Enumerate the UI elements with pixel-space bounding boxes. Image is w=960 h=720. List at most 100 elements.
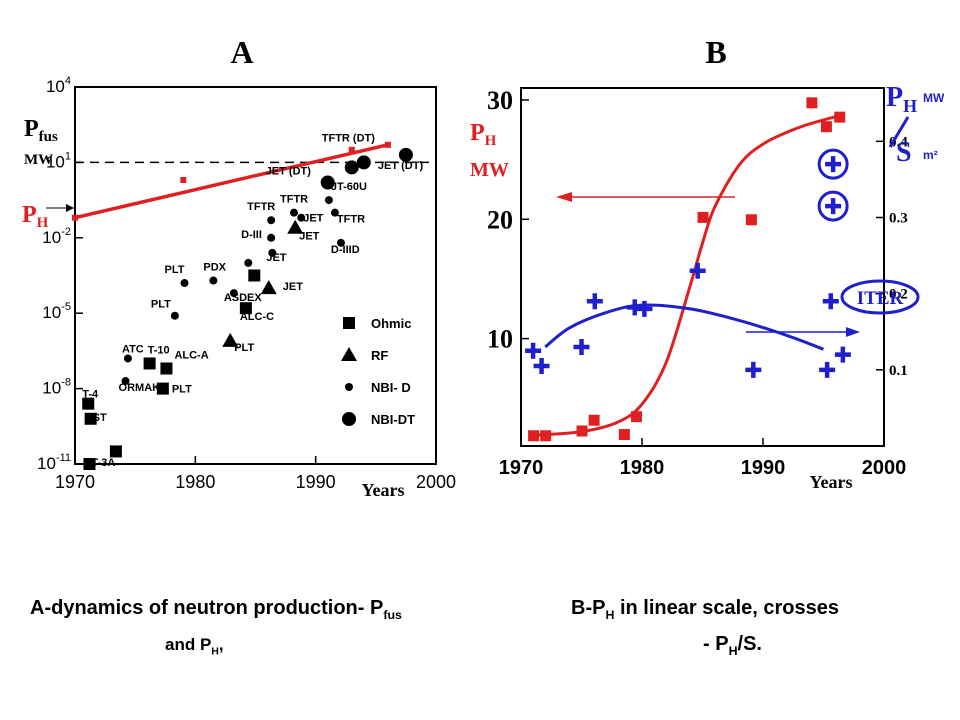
chart-a-point-nbi-dt <box>398 147 413 162</box>
chart-a-point-nbi-d <box>268 248 277 257</box>
chart-a-point-nbi-d <box>123 354 132 363</box>
chart-b-red-point <box>834 111 846 123</box>
chart-a-point-ohmic <box>84 412 97 425</box>
chart-a-point-ohmic <box>82 397 95 410</box>
chart-b-red-point <box>820 121 832 133</box>
chart-b-left-tick-label: 10 <box>487 325 513 354</box>
chart-b-x-tick-label: 1970 <box>499 457 544 479</box>
chart-a-y-tick-label: 10-8 <box>42 377 71 398</box>
chart-b-red-fit <box>532 115 837 437</box>
chart-b-red-points <box>528 97 846 442</box>
chart-b-red-point <box>806 97 818 109</box>
chart-a-point-label: ST <box>93 412 107 424</box>
chart-b-right-tick-label: 0.2 <box>889 287 908 303</box>
chart-a-point-label: JET <box>283 281 303 293</box>
chart-b-blue-cross <box>834 346 851 363</box>
chart-b-iter-cross <box>825 198 842 215</box>
chart-a-y-tick-label: 101 <box>46 150 71 171</box>
chart-a-point-nbi-d <box>267 233 276 242</box>
chart-b-blue-points <box>525 262 851 378</box>
chart-a-point-label: JT-60U <box>331 181 367 193</box>
chart-b-red-point <box>618 429 630 441</box>
chart-a-point-label: ATC <box>122 343 144 355</box>
chart-a-ph-line <box>74 143 389 220</box>
chart-a-ph-points <box>72 141 391 221</box>
chart-a-point-ohmic <box>343 317 355 329</box>
chart-a-ph-point <box>180 176 187 183</box>
chart-b-red-point <box>528 430 540 442</box>
chart-a-point-nbi-d <box>180 279 189 288</box>
chart-a: 1970 1980 1990 200010410110-210-510-810-11 … <box>22 75 456 500</box>
chart-b-blue-cross <box>689 262 706 279</box>
chart-b-blue-cross <box>573 338 590 355</box>
caption-b-line1: B-PH in linear scale, crosses <box>571 597 839 622</box>
chart-b-right-arrowhead <box>846 327 860 337</box>
chart-a-point-label: TFTR <box>280 194 308 206</box>
chart-b-right-ylabel-unit-top: MW <box>923 91 945 105</box>
chart-b-red-point <box>745 214 757 226</box>
chart-a-point-nbi-d <box>121 377 130 386</box>
chart-b-right-ylabel-unit-bottom: m² <box>923 148 938 162</box>
chart-a-point-nbi-dt <box>342 412 356 426</box>
chart-a-point-label: PLT <box>234 342 254 354</box>
chart-a-y-tick-label: 10-5 <box>42 301 71 322</box>
chart-b-xlabel: Years <box>810 472 853 492</box>
chart-a-x-tick-label: 1990 <box>296 472 336 492</box>
chart-a-y-tick-label: 104 <box>46 75 71 96</box>
chart-a-point-label: ORMAK <box>119 382 161 394</box>
chart-a-point-ohmic <box>83 458 96 470</box>
chart-a-point-nbi-d <box>345 383 353 391</box>
chart-a-point-ohmic <box>239 302 252 315</box>
chart-b-right-ylabel-slash <box>888 116 910 148</box>
chart-a-point-rf <box>287 219 304 234</box>
chart-a-point-rf <box>260 280 277 295</box>
chart-a-point-label: JET <box>303 213 323 225</box>
chart-a-point-label: D-III <box>241 229 262 241</box>
chart-a-point-ohmic <box>160 362 173 375</box>
chart-a-ph-point <box>384 141 391 148</box>
chart-a-point-label: PLT <box>172 384 192 396</box>
chart-a-legend-label: NBI-DT <box>371 412 415 427</box>
chart-a-point-label: JET (DT) <box>266 166 312 178</box>
chart-a-point-label: TFTR (DT) <box>322 132 375 144</box>
chart-a-point-label: PDX <box>203 262 226 274</box>
chart-b-iter-circle <box>817 148 849 180</box>
chart-b-blue-fit <box>544 303 825 351</box>
chart-b-iter-ellipse <box>840 279 920 315</box>
chart-a-x-tick-label: 2000 <box>416 472 456 492</box>
chart-b-red-point <box>588 414 600 426</box>
chart-b-right-ylabel: PH <box>886 82 917 116</box>
chart-a-point-nbi-d <box>336 238 345 247</box>
caption-a-line1: A-dynamics of neutron production- Pfus <box>30 597 402 622</box>
chart-a-ph-point <box>72 214 78 221</box>
chart-a-point-nbi-dt <box>320 175 335 190</box>
chart-b-blue-cross <box>525 342 542 359</box>
chart-a-point-label: T-3A <box>91 457 115 469</box>
chart-a-point-nbi-d <box>229 289 238 298</box>
chart-a-ylabel: Pfus <box>24 116 58 145</box>
chart-b-iter-label: ITER <box>857 288 904 309</box>
chart-a-legend-label: NBI- D <box>371 380 411 395</box>
chart-a-point-label: ALC-A <box>174 349 208 361</box>
chart-a-point-label: TFTR <box>337 214 365 226</box>
chart-b-right-ylabel-denominator: S <box>896 137 912 168</box>
chart-b-blue-cross <box>745 361 762 378</box>
chart-b-blue-cross <box>819 361 836 378</box>
chart-b-right-tick-label: 0.3 <box>889 210 908 226</box>
chart-a-legend-label: Ohmic <box>371 316 411 331</box>
chart-a-point-nbi-d <box>244 258 253 267</box>
chart-b-blue-cross <box>822 293 839 310</box>
chart-a-point-nbi-d <box>297 213 306 222</box>
chart-a-point-label: T-10 <box>148 344 170 356</box>
chart-a-x-tick-label: 1980 <box>175 472 215 492</box>
chart-b-left-tick-label: 20 <box>487 205 513 234</box>
chart-a-point-nbi-d <box>290 208 299 217</box>
chart-a-point-nbi-dt <box>356 155 371 170</box>
chart-b-right-tick-label: 0.1 <box>889 363 908 379</box>
chart-a-ph-arrowhead <box>66 204 74 212</box>
chart-a-point-ohmic <box>248 269 261 282</box>
chart-b-red-point <box>576 425 588 437</box>
chart-a-legend: Ohmic RF NBI- D NBI-DT <box>341 316 415 427</box>
chart-a-point-nbi-d <box>170 311 179 320</box>
panel-a-letter: A <box>230 34 253 70</box>
